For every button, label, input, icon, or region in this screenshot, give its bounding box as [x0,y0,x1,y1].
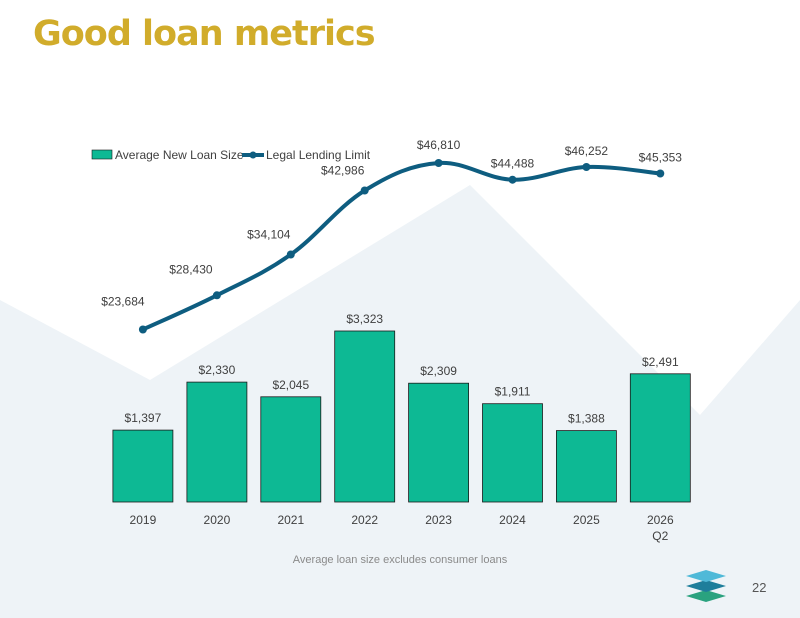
bar-label-4: $2,309 [420,364,457,378]
background-mountain [0,185,800,618]
footnote: Average loan size excludes consumer loan… [292,554,508,566]
line-legal-lending-limit [140,160,663,332]
legend-swatch-bar [91,149,113,160]
x-tick-label-3: 2022 [351,513,378,527]
bar-3 [334,330,396,503]
x-tick-label-2: 2021 [277,513,304,527]
line-label-4: $46,810 [417,138,461,152]
legend-marker-line [249,151,257,159]
x-tick-label-0: 2019 [130,513,157,527]
bar-2 [260,396,322,503]
line-label-3: $42,986 [321,164,365,178]
bar-1 [186,381,248,503]
bar-label-2: $2,045 [272,378,309,392]
bar-7 [629,373,691,503]
legend-label-line: Legal Lending Limit [266,148,371,162]
line-point-0 [138,325,147,334]
line-point-5 [508,175,517,184]
line-label-0: $23,684 [101,295,145,309]
bar-label-0: $1,397 [125,411,162,425]
line-label-6: $46,252 [565,144,609,158]
page-number: 22 [752,580,767,595]
company-logo-icon [686,570,726,602]
bar-label-5: $1,911 [495,385,531,399]
x-tick-label-5: 2024 [499,513,526,527]
line-point-1 [212,291,221,300]
line-point-3 [360,186,369,195]
legend-label-bar: Average New Loan Size [115,148,244,162]
x-tick-label-4: 2023 [425,513,452,527]
bar-6 [556,430,617,503]
bar-label-3: $3,323 [346,312,383,326]
page-title: Good loan metrics [33,14,376,54]
bar-label-1: $2,330 [199,363,236,377]
x-tick-label-1: 2020 [204,513,231,527]
line-point-2 [286,250,295,259]
line-point-4 [434,159,443,167]
line-point-6 [582,163,591,171]
bar-5 [482,403,543,503]
x-tick-label-6: 2025 [573,513,600,527]
line-label-2: $34,104 [247,228,291,242]
line-point-7 [656,169,665,178]
bar-label-7: $2,491 [642,355,679,369]
x-tick-label-7-line2: Q2 [652,529,668,543]
line-label-7: $45,353 [639,151,683,165]
line-label-5: $44,488 [491,157,535,171]
x-tick-label-7: 2026 [647,513,674,527]
line-label-1: $28,430 [169,262,213,276]
bar-0 [112,429,174,503]
bar-label-6: $1,388 [568,412,605,426]
bar-4 [408,382,470,503]
